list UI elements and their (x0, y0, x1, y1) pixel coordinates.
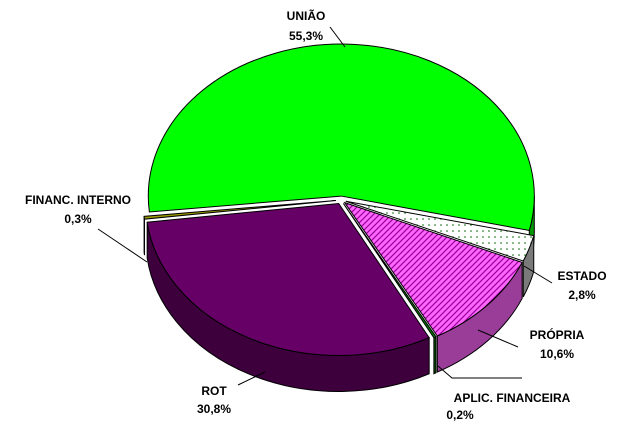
slice-label: PRÓPRIA (530, 327, 585, 342)
leader-line (437, 365, 522, 379)
slice-label: ESTADO (557, 269, 606, 283)
leader-line (329, 26, 346, 48)
slice-value-label: 0,2% (446, 408, 474, 422)
leader-line (523, 265, 553, 284)
slice-label: ROT (201, 384, 227, 398)
slice-label: FINANC. INTERNO (25, 193, 131, 207)
slice-value-label: 30,8% (197, 402, 231, 416)
slice (345, 200, 535, 262)
slice (146, 202, 430, 356)
slice (147, 43, 535, 232)
slice-value-label: 2,8% (568, 288, 596, 302)
slice-value-label: 10,6% (540, 347, 574, 361)
slice (342, 203, 437, 339)
slice (143, 199, 337, 220)
leader-line (97, 228, 148, 263)
slice (343, 201, 523, 337)
slice-label: APLIC. FINANCEIRA (454, 391, 571, 405)
slice-side (433, 336, 437, 375)
leader-line (477, 329, 519, 348)
leader-line (237, 371, 266, 386)
slice-label: UNIÃO (287, 8, 326, 23)
slice-value-label: 55,3% (289, 29, 323, 43)
slice-value-label: 0,3% (64, 212, 92, 226)
